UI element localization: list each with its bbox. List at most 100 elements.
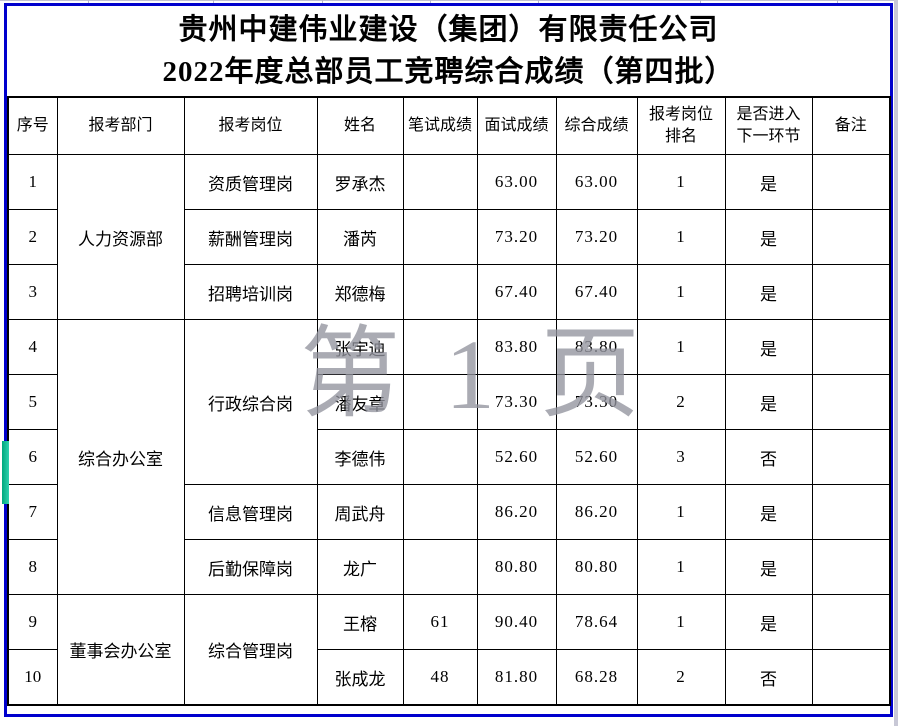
- grid-column-tick: [837, 0, 838, 5]
- cell-seq: 5: [7, 374, 58, 430]
- table-row: 1 人力资源部 资质管理岗 罗承杰 63.00 63.00 1 是: [7, 154, 891, 320]
- cell-next-stage: 是: [724, 209, 813, 265]
- cell-name: 张宇迪: [316, 319, 404, 375]
- cell-remark: [811, 154, 891, 210]
- cell-remark: [811, 429, 891, 485]
- cell-interview-score: 73.30: [476, 374, 557, 430]
- cell-interview-score: 73.20: [476, 209, 557, 265]
- cell-total-score: 78.64: [555, 594, 638, 650]
- cell-post: 行政综合岗: [183, 319, 318, 485]
- cell-remark: [811, 539, 891, 595]
- cell-post: 薪酬管理岗: [183, 209, 318, 265]
- cell-dept: 综合办公室: [56, 319, 185, 595]
- cell-total-score: 83.80: [555, 319, 638, 375]
- cell-remark: [811, 319, 891, 375]
- cell-total-score: 86.20: [555, 484, 638, 540]
- cell-name: 潘友章: [316, 374, 404, 430]
- header-total-score: 综合成绩: [555, 96, 638, 155]
- cell-post: 资质管理岗: [183, 154, 318, 210]
- cell-next-stage: 是: [724, 264, 813, 320]
- header-row: 序号 报考部门 报考岗位 姓名 笔试成绩 面试成绩 综合成绩 报考岗位 排名 是…: [7, 96, 891, 155]
- cell-written-score: [402, 264, 478, 320]
- grid-column-tick: [700, 0, 701, 5]
- cell-total-score: 73.20: [555, 209, 638, 265]
- cell-written-score: [402, 209, 478, 265]
- cell-name: 龙广: [316, 539, 404, 595]
- cell-next-stage: 是: [724, 539, 813, 595]
- cell-dept: 人力资源部: [56, 154, 185, 320]
- header-dept: 报考部门: [56, 96, 185, 155]
- cell-interview-score: 52.60: [476, 429, 557, 485]
- grid-column-tick: [538, 0, 539, 5]
- cell-next-stage: 是: [724, 594, 813, 650]
- cell-rank: 1: [636, 594, 726, 650]
- cell-seq: 1: [7, 154, 58, 210]
- cell-next-stage: 否: [724, 429, 813, 485]
- cell-seq: 10: [7, 649, 58, 706]
- cell-total-score: 73.30: [555, 374, 638, 430]
- score-table: 序号 报考部门 报考岗位 姓名 笔试成绩 面试成绩 综合成绩 报考岗位 排名 是…: [7, 96, 891, 706]
- cell-total-score: 52.60: [555, 429, 638, 485]
- cell-rank: 1: [636, 539, 726, 595]
- cell-interview-score: 81.80: [476, 649, 557, 706]
- header-seq: 序号: [7, 96, 58, 155]
- cell-interview-score: 67.40: [476, 264, 557, 320]
- cell-remark: [811, 649, 891, 706]
- cell-post: 综合管理岗: [183, 594, 318, 706]
- cell-name: 李德伟: [316, 429, 404, 485]
- grid-top-hairline: [0, 0, 898, 1]
- cell-post: 招聘培训岗: [183, 264, 318, 320]
- cell-total-score: 63.00: [555, 154, 638, 210]
- cell-remark: [811, 264, 891, 320]
- table-row: 7 信息管理岗 周武舟 86.20 86.20 1 是: [7, 484, 891, 540]
- grid-column-tick: [322, 0, 323, 5]
- cell-name: 郑德梅: [316, 264, 404, 320]
- cell-rank: 1: [636, 264, 726, 320]
- cell-name: 周武舟: [316, 484, 404, 540]
- cell-name: 潘芮: [316, 209, 404, 265]
- header-interview-score: 面试成绩: [476, 96, 557, 155]
- cell-rank: 1: [636, 209, 726, 265]
- cell-seq: 3: [7, 264, 58, 320]
- header-name: 姓名: [316, 96, 404, 155]
- doc-title-line2: 2022年度总部员工竞聘综合成绩（第四批）: [162, 56, 735, 88]
- cell-remark: [811, 594, 891, 650]
- cell-rank: 1: [636, 154, 726, 210]
- page-break-preview-border: 贵州中建伟业建设（集团）有限责任公司 2022年度总部员工竞聘综合成绩（第四批）…: [4, 3, 893, 717]
- cell-written-score: [402, 154, 478, 210]
- header-remark: 备注: [811, 96, 891, 155]
- cell-written-score: [402, 429, 478, 485]
- cell-interview-score: 90.40: [476, 594, 557, 650]
- cell-next-stage: 否: [724, 649, 813, 706]
- cell-name: 罗承杰: [316, 154, 404, 210]
- cell-rank: 3: [636, 429, 726, 485]
- cell-dept: 董事会办公室: [56, 594, 185, 706]
- cell-interview-score: 86.20: [476, 484, 557, 540]
- cell-name: 王榕: [316, 594, 404, 650]
- document-title: 贵州中建伟业建设（集团）有限责任公司 2022年度总部员工竞聘综合成绩（第四批）: [7, 6, 890, 96]
- cell-total-score: 67.40: [555, 264, 638, 320]
- cell-seq: 2: [7, 209, 58, 265]
- table-row: 2 薪酬管理岗 潘芮 73.20 73.20 1 是: [7, 209, 891, 265]
- cell-rank: 2: [636, 374, 726, 430]
- cell-remark: [811, 484, 891, 540]
- cell-next-stage: 是: [724, 374, 813, 430]
- doc-title-line1: 贵州中建伟业建设（集团）有限责任公司: [178, 14, 719, 46]
- cell-total-score: 80.80: [555, 539, 638, 595]
- cell-interview-score: 63.00: [476, 154, 557, 210]
- table-row: 6 李德伟 52.60 52.60 3 否: [7, 429, 891, 485]
- cell-seq: 7: [7, 484, 58, 540]
- cell-remark: [811, 209, 891, 265]
- cell-interview-score: 80.80: [476, 539, 557, 595]
- cell-post: 后勤保障岗: [183, 539, 318, 595]
- table-row: 4 综合办公室 行政综合岗 张宇迪 83.80 83.80 1 是: [7, 319, 891, 595]
- cell-written-score: [402, 539, 478, 595]
- table-row: 5 潘友章 73.30 73.30 2 是: [7, 374, 891, 430]
- grid-column-tick: [213, 0, 214, 5]
- cell-name: 张成龙: [316, 649, 404, 706]
- row-page-marker: [2, 441, 9, 504]
- grid-column-tick: [430, 0, 431, 5]
- header-rank: 报考岗位 排名: [636, 96, 726, 155]
- grid-column-tick: [88, 0, 89, 5]
